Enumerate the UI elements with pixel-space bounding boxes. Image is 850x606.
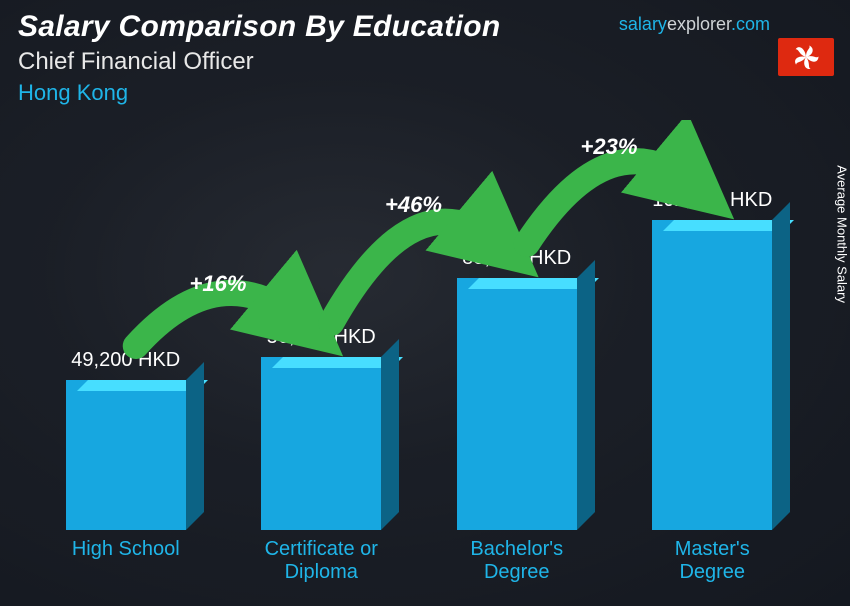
flag-hong-kong	[778, 38, 834, 76]
page-region: Hong Kong	[18, 80, 500, 106]
bar-wrap: 56,900 HKD	[224, 326, 420, 530]
x-label: Certificate orDiploma	[224, 538, 420, 594]
x-label: Bachelor'sDegree	[419, 538, 615, 594]
brand-prefix: salary	[619, 14, 667, 34]
x-label: Master'sDegree	[615, 538, 811, 594]
bar-value: 83,000 HKD	[462, 247, 571, 270]
bar-value: 56,900 HKD	[267, 326, 376, 349]
bar-chart: 49,200 HKD 56,900 HKD 83,000 HKD 102,000…	[28, 120, 810, 594]
y-axis-label: Average Monthly Salary	[835, 165, 850, 303]
bar-wrap: 102,000 HKD	[615, 189, 811, 530]
bars-container: 49,200 HKD 56,900 HKD 83,000 HKD 102,000…	[28, 120, 810, 530]
page-subtitle: Chief Financial Officer	[18, 48, 500, 76]
header: Salary Comparison By Education Chief Fin…	[18, 10, 500, 106]
bar	[652, 220, 772, 530]
brand-tld: .com	[731, 14, 770, 34]
x-labels-container: High SchoolCertificate orDiplomaBachelor…	[28, 538, 810, 594]
chart-canvas: Salary Comparison By Education Chief Fin…	[0, 0, 850, 606]
bar	[66, 380, 186, 530]
brand-suffix: explorer	[667, 14, 731, 34]
bar	[457, 278, 577, 530]
x-label: High School	[28, 538, 224, 594]
bar-wrap: 49,200 HKD	[28, 349, 224, 530]
bar-value: 49,200 HKD	[71, 349, 180, 372]
bar	[261, 357, 381, 530]
bar-value: 102,000 HKD	[652, 189, 772, 212]
flag-flower-icon	[793, 44, 819, 70]
page-title: Salary Comparison By Education	[18, 10, 500, 44]
brand-logo: salaryexplorer.com	[619, 14, 770, 35]
bar-wrap: 83,000 HKD	[419, 247, 615, 530]
